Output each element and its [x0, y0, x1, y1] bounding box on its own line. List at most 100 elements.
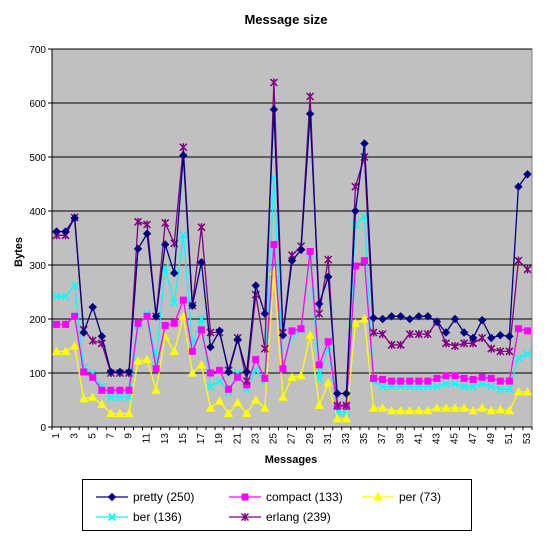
data-point [79, 328, 88, 337]
data-point [70, 213, 79, 223]
data-point [252, 356, 260, 363]
data-point [98, 386, 106, 394]
data-point [513, 387, 524, 396]
data-point [279, 365, 287, 373]
data-point [505, 377, 513, 385]
data-point [134, 217, 143, 226]
data-point [360, 257, 368, 265]
x-tick-label: 27 [287, 433, 298, 445]
data-point [478, 333, 487, 342]
x-tick-label: 25 [269, 433, 280, 445]
x-tick-label: 51 [504, 433, 515, 445]
data-point [406, 377, 414, 385]
data-point [495, 404, 505, 414]
data-point [468, 405, 478, 415]
data-point [124, 367, 134, 377]
data-point [514, 325, 522, 333]
data-point [523, 327, 531, 335]
data-point [269, 78, 278, 87]
data-point [188, 347, 196, 355]
data-point [143, 312, 151, 320]
x-tick-label: 41 [413, 433, 424, 445]
data-point [351, 206, 360, 216]
data-point [242, 377, 251, 386]
data-point [342, 389, 351, 398]
data-point [305, 330, 315, 339]
data-point [405, 330, 414, 339]
data-point [414, 312, 423, 321]
data-point [169, 346, 179, 355]
data-point [106, 408, 116, 417]
legend-swatch [229, 493, 261, 501]
data-point [496, 347, 505, 356]
data-point [88, 336, 97, 345]
data-point [188, 301, 197, 310]
data-point [496, 377, 504, 385]
data-point [459, 403, 469, 412]
data-point [396, 312, 405, 321]
data-point [505, 347, 514, 356]
data-point [70, 281, 79, 290]
data-point [414, 330, 423, 339]
x-tick-label: 13 [160, 433, 171, 445]
y-tick-label: 100 [29, 369, 46, 380]
data-point [496, 385, 505, 394]
data-point [179, 143, 188, 152]
x-tick-label: 21 [232, 433, 243, 445]
x-tick-label: 53 [522, 433, 533, 445]
data-point [522, 387, 533, 396]
data-point [442, 372, 450, 380]
data-point [270, 240, 278, 248]
data-point [468, 333, 478, 343]
data-point [477, 315, 487, 325]
x-tick-label: 3 [69, 433, 80, 439]
data-point [62, 320, 70, 328]
data-point [387, 312, 396, 321]
data-point [306, 92, 315, 101]
data-point [170, 268, 179, 278]
legend-item-erlang: erlang (239) [228, 509, 331, 525]
data-point [106, 367, 116, 377]
data-point [450, 341, 460, 351]
data-point [486, 405, 496, 415]
data-point [197, 326, 205, 334]
x-tick-label: 45 [450, 433, 461, 445]
data-point [333, 401, 342, 410]
series-per [51, 266, 533, 423]
data-point [460, 374, 468, 382]
x-tick-label: 31 [323, 433, 334, 445]
x-tick-label: 47 [468, 433, 479, 445]
data-point [69, 341, 80, 350]
legend-item-ber: ber (136) [95, 509, 182, 525]
data-point [460, 382, 469, 391]
legend-label: compact (133) [266, 490, 343, 504]
data-point [423, 405, 433, 415]
plot-area [51, 48, 533, 428]
data-point [469, 375, 477, 383]
data-point [315, 361, 323, 369]
data-point [261, 374, 269, 382]
data-point [52, 227, 61, 236]
data-point [496, 330, 505, 340]
data-point [187, 368, 198, 377]
data-point [360, 139, 369, 148]
legend-swatch [96, 492, 128, 502]
data-point [53, 320, 61, 328]
data-point [388, 377, 396, 385]
data-point [478, 379, 487, 388]
x-tick-label: 43 [432, 433, 443, 445]
data-point [315, 309, 324, 318]
data-point [133, 356, 143, 365]
data-point [324, 255, 333, 264]
data-point [269, 105, 279, 114]
data-point [115, 408, 125, 417]
data-point [450, 314, 460, 324]
data-point [106, 393, 115, 402]
series-pretty [52, 105, 532, 398]
data-point [116, 386, 124, 394]
x-tick-label: 15 [178, 433, 189, 445]
y-tick-label: 300 [29, 261, 46, 272]
data-point [287, 256, 297, 265]
data-point [80, 368, 88, 376]
